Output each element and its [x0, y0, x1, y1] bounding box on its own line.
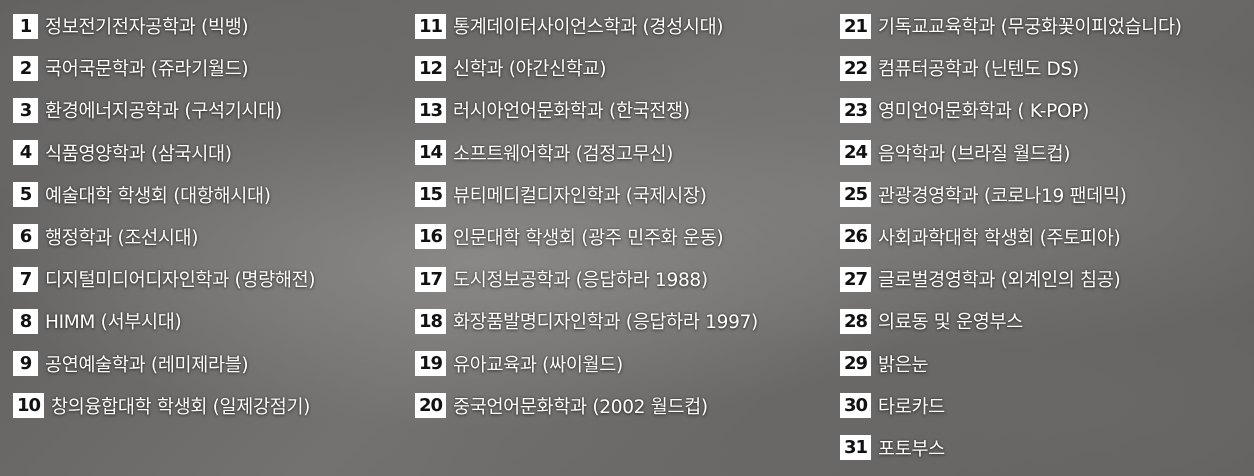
booth-label: 글로벌경영학과 (외계인의 침공) — [878, 270, 1121, 292]
booth-item: 15 뷰티메디컬디자인학과 (국제시장) — [415, 181, 758, 209]
booth-item: 28 의료동 및 운영부스 — [840, 307, 1182, 335]
booth-label: 신학과 (야간신학교) — [453, 59, 607, 81]
booth-number-badge: 17 — [415, 266, 446, 292]
booth-label: 뷰티메디컬디자인학과 (국제시장) — [453, 185, 707, 207]
booth-item: 17 도시정보공학과 (응답하라 1988) — [415, 265, 758, 293]
booth-number-badge: 18 — [415, 308, 446, 334]
booth-label: 인문대학 학생회 (광주 민주화 운동) — [453, 227, 724, 249]
booth-number-badge: 6 — [13, 224, 38, 250]
booth-item: 4 식품영양학과 (삼국시대) — [13, 139, 315, 167]
booth-label: HIMM (서부시대) — [45, 312, 182, 334]
booth-item: 30 타로카드 — [840, 392, 1182, 420]
booth-item: 14 소프트웨어학과 (검정고무신) — [415, 139, 758, 167]
booth-item: 23 영미언어문화학과 ( K-POP) — [840, 96, 1182, 124]
booth-label: 타로카드 — [878, 396, 945, 418]
booth-item: 11 통계데이터사이언스학과 (경성시대) — [415, 12, 758, 40]
booth-item: 25 관광경영학과 (코로나19 팬데믹) — [840, 181, 1182, 209]
booth-item: 6 행정학과 (조선시대) — [13, 223, 315, 251]
booth-label: 관광경영학과 (코로나19 팬데믹) — [878, 185, 1127, 207]
booth-label: 러시아언어문화학과 (한국전쟁) — [453, 101, 690, 123]
booth-number-badge: 25 — [840, 182, 871, 208]
booth-column-3: 21 기독교교육학과 (무궁화꽃이피었습니다) 22 컴퓨터공학과 (닌텐도 DS) 2… — [840, 12, 1182, 476]
booth-number-badge: 3 — [13, 97, 38, 123]
booth-item: 29 밝은눈 — [840, 350, 1182, 378]
booth-number-badge: 21 — [840, 13, 871, 39]
booth-number-badge: 14 — [415, 140, 446, 166]
booth-number-badge: 5 — [13, 182, 38, 208]
booth-label: 환경에너지공학과 (구석기시대) — [45, 101, 282, 123]
booth-number-badge: 24 — [840, 140, 871, 166]
booth-number-badge: 27 — [840, 266, 871, 292]
booth-item: 19 유아교육과 (싸이월드) — [415, 350, 758, 378]
booth-number-badge: 9 — [13, 351, 38, 376]
booth-item: 18 화장품발명디자인학과 (응답하라 1997) — [415, 307, 758, 335]
booth-item: 20 중국언어문화학과 (2002 월드컵) — [415, 392, 758, 420]
booth-number-badge: 15 — [415, 182, 446, 208]
booth-label: 영미언어문화학과 ( K-POP) — [878, 101, 1089, 123]
booth-label: 소프트웨어학과 (검정고무신) — [453, 143, 674, 165]
booth-number-badge: 4 — [13, 140, 38, 166]
booth-number-badge: 16 — [415, 224, 446, 250]
booth-number-badge: 19 — [415, 351, 446, 376]
booth-number-badge: 13 — [415, 97, 446, 123]
booth-label: 유아교육과 (싸이월드) — [453, 354, 623, 376]
booth-item: 27 글로벌경영학과 (외계인의 침공) — [840, 265, 1182, 293]
booth-label: 국어국문학과 (쥬라기월드) — [45, 59, 249, 81]
booth-label: 창의융합대학 학생회 (일제강점기) — [51, 396, 311, 418]
booth-label: 포토부스 — [878, 438, 945, 460]
booth-number-badge: 22 — [840, 55, 871, 81]
booth-number-badge: 8 — [13, 308, 38, 334]
booth-item: 10 창의융합대학 학생회 (일제강점기) — [13, 392, 315, 420]
booth-number-badge: 23 — [840, 97, 871, 123]
booth-label: 디지털미디어디자인학과 (명량해전) — [45, 270, 316, 292]
booth-number-badge: 7 — [13, 266, 38, 292]
booth-number-badge: 11 — [415, 13, 446, 39]
booth-label: 음악학과 (브라질 월드컵) — [878, 143, 1071, 165]
booth-item: 21 기독교교육학과 (무궁화꽃이피었습니다) — [840, 12, 1182, 40]
booth-item: 26 사회과학대학 학생회 (주토피아) — [840, 223, 1182, 251]
booth-label: 사회과학대학 학생회 (주토피아) — [878, 227, 1121, 249]
booth-label: 화장품발명디자인학과 (응답하라 1997) — [453, 312, 758, 334]
booth-item: 3 환경에너지공학과 (구석기시대) — [13, 96, 315, 124]
booth-column-1: 1 정보전기전자공학과 (빅뱅) 2 국어국문학과 (쥬라기월드) 3 환경에너지공학과 … — [13, 12, 316, 434]
booth-label: 공연예술학과 (레미제라블) — [45, 354, 249, 376]
booth-item: 13 러시아언어문화학과 (한국전쟁) — [415, 96, 758, 124]
booth-label: 밝은눈 — [878, 354, 929, 376]
booth-number-badge: 10 — [13, 393, 44, 419]
booth-item: 1 정보전기전자공학과 (빅뱅) — [13, 12, 315, 40]
booth-label: 정보전기전자공학과 (빅뱅) — [45, 17, 249, 38]
booth-label: 컴퓨터공학과 (닌텐도 DS) — [878, 59, 1079, 81]
booth-number-badge: 1 — [13, 13, 38, 39]
booth-item: 2 국어국문학과 (쥬라기월드) — [13, 54, 315, 82]
booth-label: 예술대학 학생회 (대항해시대) — [45, 185, 271, 207]
booth-label: 중국언어문화학과 (2002 월드컵) — [453, 396, 708, 418]
booth-item: 12 신학과 (야간신학교) — [415, 54, 758, 82]
booth-item: 16 인문대학 학생회 (광주 민주화 운동) — [415, 223, 758, 251]
booth-number-badge: 30 — [840, 393, 871, 419]
booth-item: 22 컴퓨터공학과 (닌텐도 DS) — [840, 54, 1182, 82]
booth-number-badge: 29 — [840, 351, 871, 376]
booth-label: 기독교교육학과 (무궁화꽃이피었습니다) — [878, 17, 1182, 38]
booth-label: 도시정보공학과 (응답하라 1988) — [453, 270, 708, 292]
booth-item: 5 예술대학 학생회 (대항해시대) — [13, 181, 315, 209]
booth-item: 24 음악학과 (브라질 월드컵) — [840, 139, 1182, 167]
booth-item: 8 HIMM (서부시대) — [13, 307, 315, 335]
booth-label: 행정학과 (조선시대) — [45, 227, 199, 249]
booth-label: 식품영양학과 (삼국시대) — [45, 143, 232, 165]
booth-number-badge: 12 — [415, 55, 446, 81]
booth-item: 7 디지털미디어디자인학과 (명량해전) — [13, 265, 316, 293]
booth-number-badge: 2 — [13, 55, 38, 81]
booth-number-badge: 26 — [840, 224, 871, 250]
booth-number-badge: 28 — [840, 308, 871, 334]
booth-label: 의료동 및 운영부스 — [878, 312, 1023, 334]
booth-number-badge: 20 — [415, 393, 446, 419]
booth-column-2: 11 통계데이터사이언스학과 (경성시대) 12 신학과 (야간신학교) 13 러시아언어… — [415, 12, 758, 434]
booth-label: 통계데이터사이언스학과 (경성시대) — [453, 17, 724, 38]
booth-item: 9 공연예술학과 (레미제라블) — [13, 350, 315, 378]
booth-number-badge: 31 — [840, 435, 871, 461]
booth-item: 31 포토부스 — [840, 434, 1182, 462]
